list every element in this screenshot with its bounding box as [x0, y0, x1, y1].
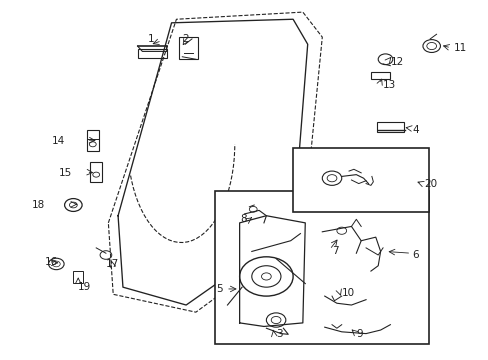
Text: 5: 5: [216, 284, 222, 294]
Text: 7: 7: [331, 247, 338, 256]
Bar: [90, 162, 102, 181]
Text: 18: 18: [32, 200, 45, 210]
Text: 15: 15: [59, 168, 72, 178]
Text: 14: 14: [51, 136, 64, 146]
Bar: [215, 191, 428, 344]
Text: 17: 17: [106, 259, 119, 269]
Bar: [137, 49, 166, 58]
Text: 11: 11: [453, 43, 466, 53]
Text: 4: 4: [411, 125, 418, 135]
Bar: [370, 72, 389, 79]
Bar: [376, 122, 403, 132]
Text: 20: 20: [424, 179, 437, 189]
Text: 6: 6: [411, 250, 418, 260]
Bar: [292, 148, 428, 212]
Text: 10: 10: [341, 288, 354, 297]
Text: 2: 2: [182, 34, 188, 44]
Text: 13: 13: [382, 80, 395, 90]
Bar: [86, 130, 99, 152]
Text: 16: 16: [45, 257, 58, 267]
Bar: [179, 37, 198, 59]
Text: 1: 1: [148, 34, 154, 44]
Bar: [73, 271, 83, 283]
Text: 12: 12: [389, 57, 403, 67]
Text: 3: 3: [276, 329, 282, 339]
Text: 8: 8: [240, 214, 246, 224]
Text: 19: 19: [78, 282, 91, 292]
Text: 9: 9: [356, 329, 362, 339]
